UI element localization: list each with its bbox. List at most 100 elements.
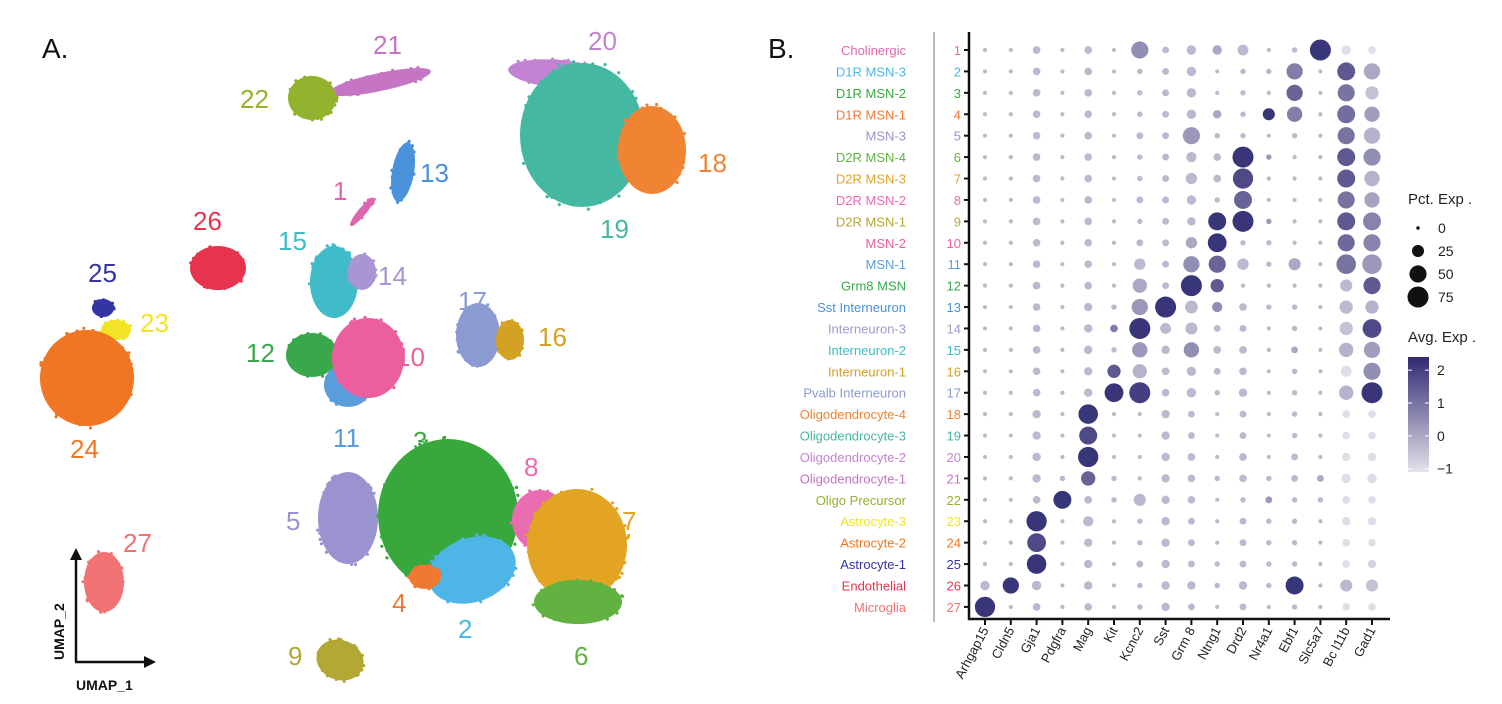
cluster-cell [626,119,630,123]
cluster-cell [612,588,617,592]
row-id: 24 [947,536,961,551]
cluster-cell [366,198,370,202]
dot-mark [1110,324,1118,333]
dot-mark [1078,404,1098,424]
cluster-cell [63,341,67,345]
dot-mark [1316,474,1324,482]
cluster-blob [40,330,134,426]
cluster-cell [441,593,445,597]
color-bar [1408,357,1429,472]
dot-mark [1266,475,1272,482]
cluster-cell [311,291,315,295]
cluster-cell [620,571,624,576]
cluster-label: 10 [396,342,425,372]
dot-mark [1213,153,1222,161]
dot-mark [1239,367,1247,376]
cluster-cell [394,329,398,334]
dot-mark [1008,90,1013,95]
gene-label: Nr4a1 [1246,624,1276,662]
dot-mark [1111,583,1117,588]
cluster-cell [320,668,324,673]
dot-mark [1340,579,1353,592]
dot-mark [1162,67,1170,75]
cluster-cell [493,317,497,321]
cluster-blob [350,197,374,227]
cluster-cell [617,71,621,75]
dot-mark [1129,382,1151,404]
dot-mark [1286,63,1303,80]
dot-mark [1318,454,1323,460]
dot-mark [1032,89,1041,97]
dot-mark [1318,176,1323,181]
cluster-17 [455,303,502,368]
cluster-cell [404,189,409,193]
cluster-cell [309,75,313,79]
cluster-cell [424,439,428,443]
cluster-cell [506,532,510,536]
cluster-cell [121,336,125,340]
cluster-cell [111,340,115,344]
dot-mark [1364,192,1380,208]
cluster-cell [347,253,351,257]
cluster-label: 13 [420,158,449,188]
dot-mark [1363,212,1381,231]
cluster-cell [380,391,384,395]
dot-mark [1133,493,1146,506]
dot-mark [1318,133,1323,138]
cluster-cell [431,561,436,565]
row-name: Oligodendrocyte-2 [800,450,906,465]
dot-mark [1111,133,1117,138]
dot-mark [1111,262,1117,267]
cluster-cell [326,392,330,396]
cluster-cell [523,543,527,547]
cluster-cell [129,392,133,396]
cluster-cell [127,392,131,396]
cluster-cell [650,187,654,191]
cluster-cell [543,502,547,506]
dot-mark [1032,409,1041,419]
dot-mark [1318,326,1323,331]
row-id: 8 [954,193,961,208]
dot-mark [1240,240,1246,246]
cluster-10 [331,315,405,398]
dot-mark [1291,368,1298,375]
cluster-cell [455,338,459,342]
cluster-cell [99,314,103,319]
cluster-cell [306,332,310,336]
dot-mark [1060,90,1065,95]
dot-mark [1318,304,1323,310]
dot-mark [1084,46,1093,54]
row-name: Oligodendrocyte-1 [800,471,906,486]
dot-mark [1318,412,1323,417]
cluster-cell [108,338,112,343]
cluster-13 [389,139,416,204]
dot-mark [1060,390,1065,395]
cluster-cell [303,334,307,338]
dot-mark [982,69,988,74]
dot-mark [1266,218,1272,225]
cluster-cell [335,95,339,99]
cluster-cell [550,195,554,199]
cluster-cell [352,324,356,328]
cluster-cell [105,340,109,344]
dot-mark [1185,237,1198,249]
cluster-cell [416,66,420,70]
cluster-cell [550,57,555,61]
gene-label: Drd2 [1223,624,1249,656]
dot-mark [1237,258,1249,270]
cluster-cell [316,650,320,655]
cluster-cell [510,502,515,506]
cluster-cell [508,68,512,72]
cluster-cell [374,273,378,277]
cluster-cell [96,550,101,554]
cluster-cell [433,568,437,572]
dot-mark [1361,382,1383,404]
cluster-cell [584,619,589,624]
dot-mark [1210,278,1224,293]
cluster-cell [382,532,386,536]
cluster-cell [534,165,538,169]
row-name: D1R MSN-1 [836,107,906,122]
cluster-cell [395,200,400,204]
cluster-blob [618,106,686,194]
cluster-cell [288,361,292,365]
